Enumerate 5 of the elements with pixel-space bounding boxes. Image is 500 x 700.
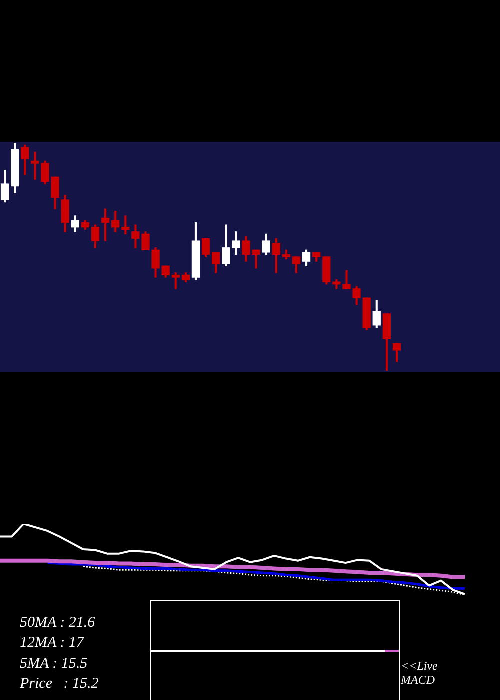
text: 50MA : 21.6: [20, 614, 96, 633]
text: <<Live MACD: [401, 659, 439, 687]
text: 12MA : 17: [20, 634, 86, 654]
text: 5MA : 15.5: [20, 654, 89, 674]
text: Price : 15.2: [20, 674, 99, 694]
